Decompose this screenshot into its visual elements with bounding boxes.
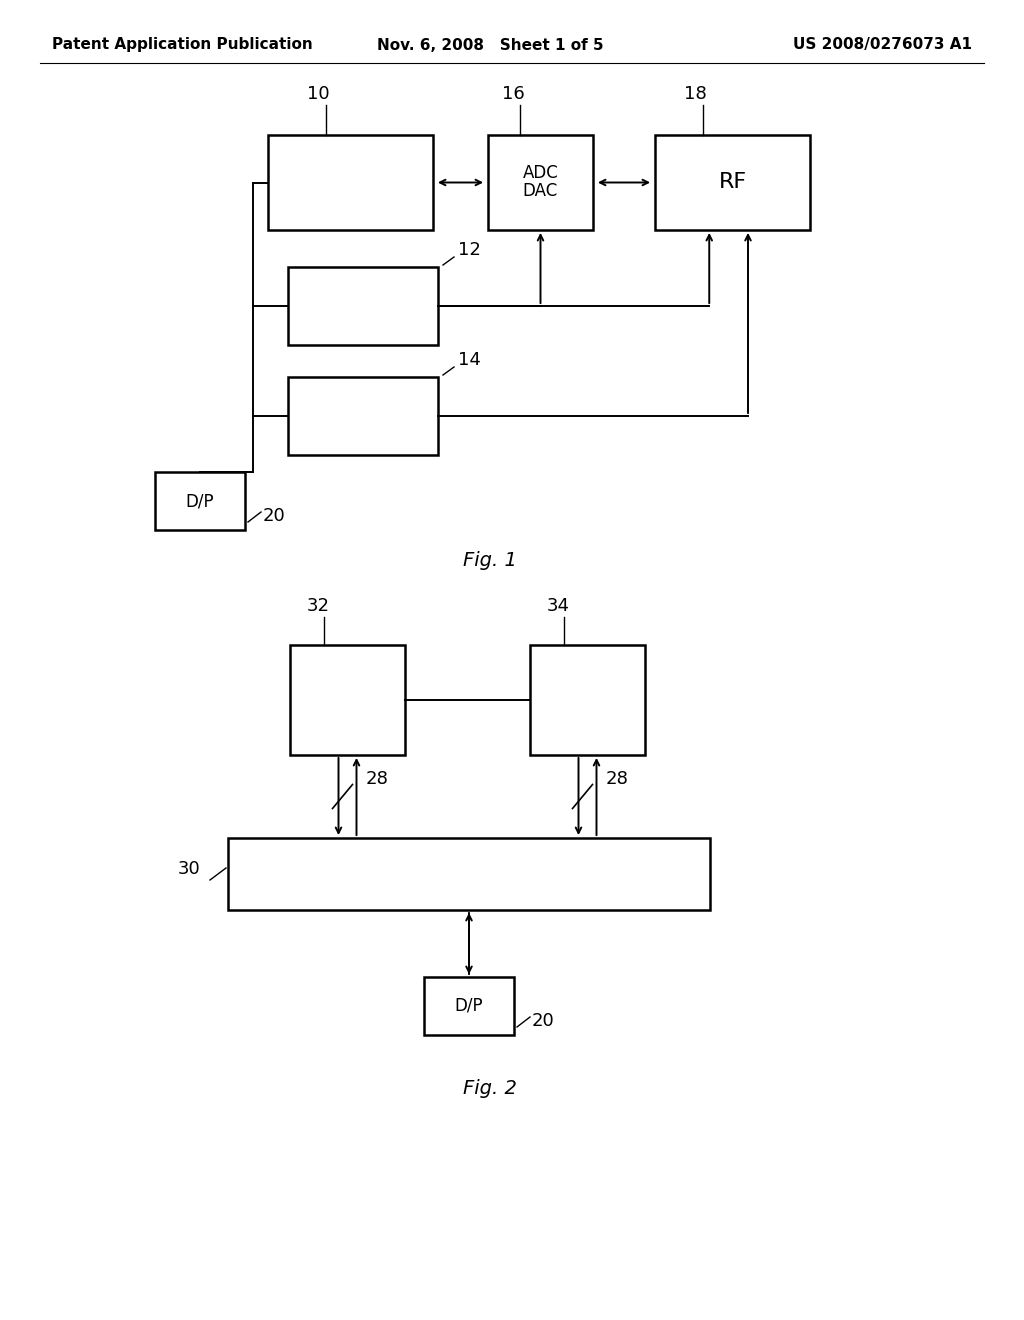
- Text: Fig. 2: Fig. 2: [463, 1078, 517, 1097]
- Bar: [290, 645, 406, 755]
- Bar: [228, 838, 710, 909]
- Text: Patent Application Publication: Patent Application Publication: [52, 37, 312, 53]
- Text: 20: 20: [532, 1012, 555, 1030]
- Text: 30: 30: [177, 861, 200, 878]
- Text: RF: RF: [719, 173, 746, 193]
- Text: D/P: D/P: [185, 492, 214, 510]
- Text: 28: 28: [605, 770, 629, 788]
- Bar: [530, 645, 645, 755]
- Text: ADC: ADC: [522, 165, 558, 182]
- Text: 18: 18: [684, 84, 707, 103]
- Text: D/P: D/P: [455, 997, 483, 1015]
- Bar: [424, 977, 514, 1035]
- Text: 14: 14: [458, 351, 481, 370]
- Text: 12: 12: [458, 242, 481, 259]
- Text: Nov. 6, 2008   Sheet 1 of 5: Nov. 6, 2008 Sheet 1 of 5: [377, 37, 603, 53]
- Text: US 2008/0276073 A1: US 2008/0276073 A1: [793, 37, 972, 53]
- Bar: [268, 135, 433, 230]
- Text: DAC: DAC: [523, 182, 558, 201]
- Text: 20: 20: [263, 507, 286, 525]
- Bar: [655, 135, 810, 230]
- Text: Fig. 1: Fig. 1: [463, 550, 517, 569]
- Bar: [155, 473, 245, 531]
- Text: 32: 32: [306, 597, 330, 615]
- Bar: [288, 267, 438, 345]
- Bar: [288, 378, 438, 455]
- Text: 28: 28: [366, 770, 388, 788]
- Bar: [488, 135, 593, 230]
- Text: 16: 16: [502, 84, 524, 103]
- Text: 10: 10: [306, 84, 330, 103]
- Text: 34: 34: [547, 597, 569, 615]
